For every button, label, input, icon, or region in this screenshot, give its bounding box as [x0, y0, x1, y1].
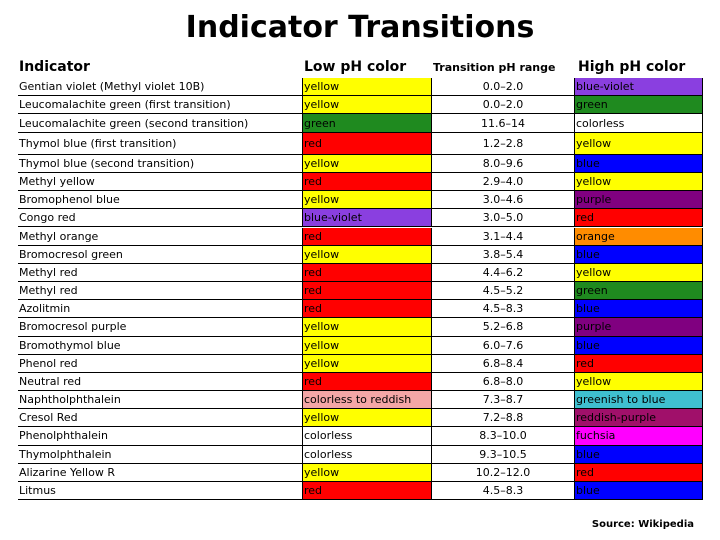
ph-range: 3.0–5.0 — [432, 209, 575, 228]
indicator: Leucomalachite green (second transition) — [18, 114, 303, 133]
low-ph-color: yellow — [303, 463, 432, 482]
low-ph-color: colorless — [303, 445, 432, 464]
high-ph-color: purple — [575, 318, 703, 337]
ph-range: 7.2–8.8 — [432, 409, 575, 428]
low-ph-color: red — [303, 282, 432, 301]
indicator: Leucomalachite green (first transition) — [18, 96, 303, 114]
ph-range: 3.8–5.4 — [432, 245, 575, 264]
low-ph-color: yellow — [303, 78, 432, 96]
indicator: Methyl yellow — [18, 173, 303, 192]
indicator: Bromothymol blue — [18, 336, 303, 355]
source: Source: Wikipedia — [591, 519, 694, 530]
ph-range: 4.5–8.3 — [432, 481, 575, 501]
high-ph-color: yellow — [575, 133, 703, 155]
ph-range: 8.0–9.6 — [432, 155, 575, 173]
low-ph-color: yellow — [303, 96, 432, 114]
high-ph-color: colorless — [575, 114, 703, 133]
ph-range: 4.4–6.2 — [432, 263, 575, 282]
low-ph-color: red — [303, 481, 432, 501]
indicator: Gentian violet (Methyl violet 10B) — [18, 78, 303, 96]
indicator: Bromocresol purple — [18, 318, 303, 337]
indicator: Phenol red — [18, 354, 303, 373]
indicator: Neutral red — [18, 372, 303, 392]
low-ph-color: green — [303, 114, 432, 133]
ph-range: 6.8–8.0 — [432, 372, 575, 392]
high-ph-color: reddish-purple — [575, 409, 703, 428]
indicator: Alizarine Yellow R — [18, 463, 303, 482]
indicator: Methyl red — [18, 282, 303, 301]
indicator: Litmus — [18, 481, 303, 501]
ph-range: 3.0–4.6 — [432, 191, 575, 210]
ph-range: 11.6–14 — [432, 114, 575, 133]
low-ph-color: blue-violet — [303, 209, 432, 228]
low-ph-color: yellow — [303, 409, 432, 428]
low-ph-color: yellow — [303, 354, 432, 373]
low-ph-color: red — [303, 372, 432, 392]
low-ph-color: red — [303, 300, 432, 319]
ph-range: 3.1–4.4 — [432, 227, 575, 246]
low-ph-color: colorless — [303, 427, 432, 446]
indicator: Thymol blue (first transition) — [18, 133, 303, 155]
high-ph-color: yellow — [575, 263, 703, 282]
low-ph-color: yellow — [303, 245, 432, 264]
low-ph-color: red — [303, 173, 432, 192]
low-ph-color: red — [303, 227, 432, 246]
high-ph-color: red — [575, 209, 703, 228]
indicator: Bromophenol blue — [18, 191, 303, 210]
ph-range: 8.3–10.0 — [432, 427, 575, 446]
high-ph-color: fuchsia — [575, 427, 703, 446]
ph-range: 9.3–10.5 — [432, 445, 575, 464]
low-ph-color: yellow — [303, 318, 432, 337]
high-ph-color: purple — [575, 191, 703, 210]
high-ph-color: blue — [575, 245, 703, 264]
ph-range: 7.3–8.7 — [432, 391, 575, 410]
low-ph-color: colorless to reddish — [303, 391, 432, 410]
low-ph-color: yellow — [303, 155, 432, 173]
indicator: Thymolphthalein — [18, 445, 303, 464]
high-ph-color: red — [575, 463, 703, 482]
high-ph-color: blue — [575, 481, 703, 501]
high-ph-color: red — [575, 354, 703, 373]
title: Indicator Transitions — [185, 10, 535, 45]
high-ph-color: blue — [575, 155, 703, 173]
low-ph-color: red — [303, 263, 432, 282]
low-ph-color: yellow — [303, 191, 432, 210]
high-ph-color: yellow — [575, 372, 703, 392]
ph-range: 6.8–8.4 — [432, 354, 575, 373]
high-ph-color: blue-violet — [575, 78, 703, 96]
ph-range: 4.5–5.2 — [432, 282, 575, 301]
column-header: Low pH color — [304, 59, 407, 75]
column-header: High pH color — [578, 59, 686, 75]
ph-range: 4.5–8.3 — [432, 300, 575, 319]
low-ph-color: red — [303, 133, 432, 155]
ph-range: 0.0–2.0 — [432, 78, 575, 96]
high-ph-color: yellow — [575, 173, 703, 192]
column-header: Transition pH range — [433, 60, 556, 74]
high-ph-color: greenish to blue — [575, 391, 703, 410]
indicator: Azolitmin — [18, 300, 303, 319]
indicator: Naphtholphthalein — [18, 391, 303, 410]
indicator: Cresol Red — [18, 409, 303, 428]
column-header: Indicator — [19, 59, 90, 75]
indicator: Bromocresol green — [18, 245, 303, 264]
indicator: Thymol blue (second transition) — [18, 155, 303, 173]
high-ph-color: green — [575, 282, 703, 301]
ph-range: 0.0–2.0 — [432, 96, 575, 114]
indicator: Methyl red — [18, 263, 303, 282]
high-ph-color: blue — [575, 336, 703, 355]
high-ph-color: blue — [575, 445, 703, 464]
high-ph-color: green — [575, 96, 703, 114]
ph-range: 10.2–12.0 — [432, 463, 575, 482]
indicator: Phenolphthalein — [18, 427, 303, 446]
ph-range: 2.9–4.0 — [432, 173, 575, 192]
high-ph-color: orange — [575, 227, 703, 246]
high-ph-color: blue — [575, 300, 703, 319]
ph-range: 1.2–2.8 — [432, 133, 575, 155]
low-ph-color: yellow — [303, 336, 432, 355]
indicator: Congo red — [18, 209, 303, 228]
ph-range: 5.2–6.8 — [432, 318, 575, 337]
ph-range: 6.0–7.6 — [432, 336, 575, 355]
indicator: Methyl orange — [18, 227, 303, 246]
